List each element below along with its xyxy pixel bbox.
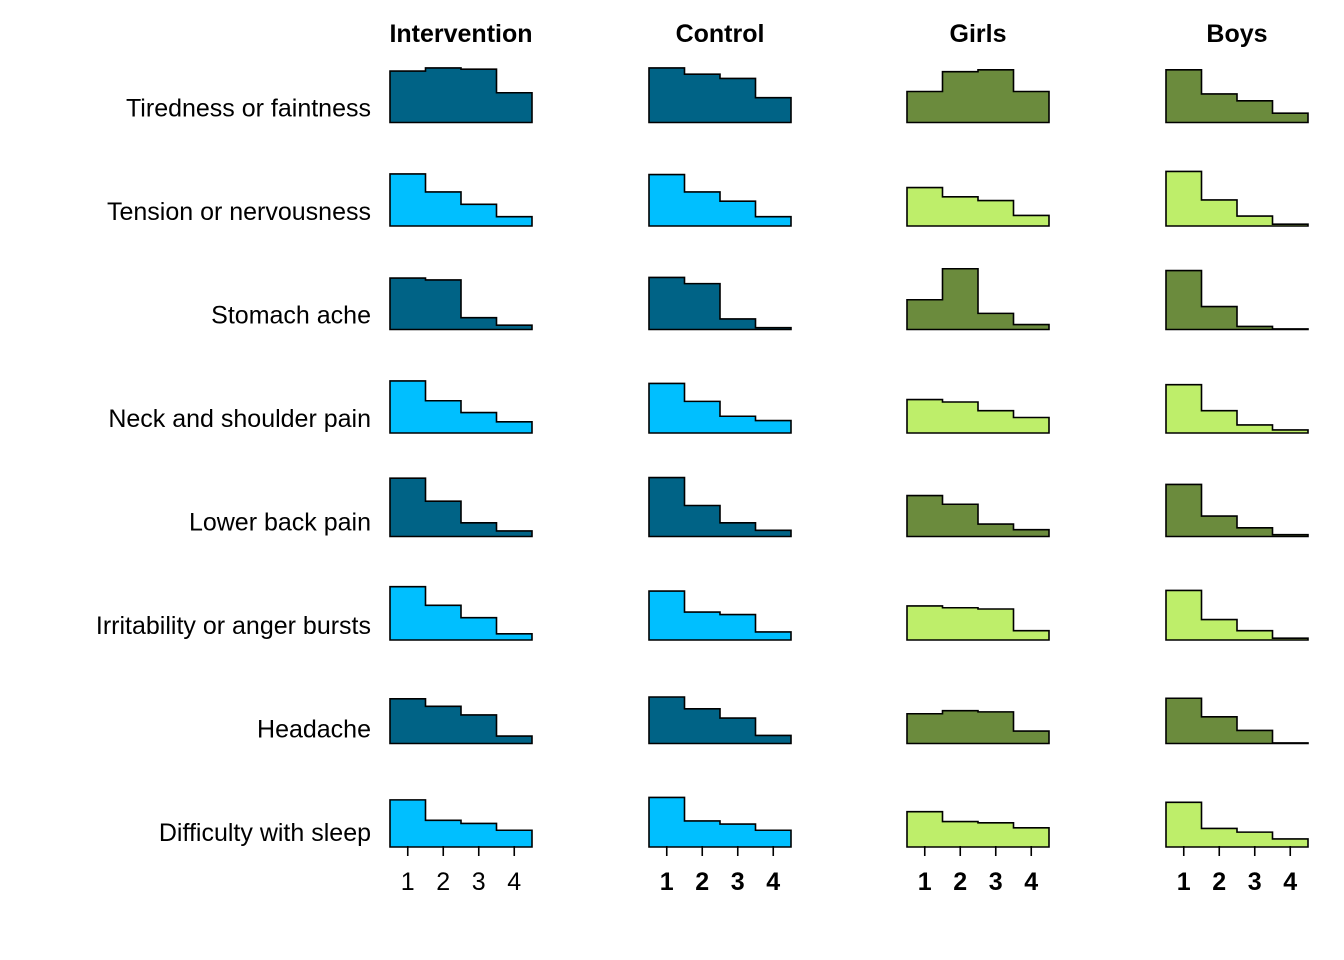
histogram-intervention-8	[389, 799, 533, 848]
x-tick-label: 3	[731, 868, 745, 896]
x-tick-label: 3	[472, 868, 486, 896]
histogram-control-4	[648, 382, 792, 434]
row-label: Tiredness or faintness	[126, 95, 371, 123]
histogram-control-8	[648, 796, 792, 848]
histogram-boys-4	[1165, 383, 1309, 434]
x-tick-label: 2	[953, 868, 967, 896]
histogram-boys-8	[1165, 801, 1309, 848]
row-label: Irritability or anger bursts	[96, 612, 371, 640]
histogram-boys-7	[1165, 697, 1309, 745]
histogram-girls-2	[906, 186, 1050, 227]
histogram-girls-1	[906, 69, 1050, 124]
histogram-girls-8	[906, 810, 1050, 848]
histogram-girls-4	[906, 398, 1050, 434]
histogram-girls-6	[906, 605, 1050, 641]
histogram-control-3	[648, 276, 792, 331]
x-tick-label: 1	[918, 868, 932, 896]
histogram-intervention-1	[389, 67, 533, 124]
histogram-intervention-7	[389, 698, 533, 745]
row-label: Stomach ache	[211, 302, 371, 330]
histogram-boys-2	[1165, 170, 1309, 227]
x-tick-label: 1	[660, 868, 674, 896]
column-title-girls: Girls	[950, 20, 1007, 48]
x-tick-label: 1	[1177, 868, 1191, 896]
histogram-girls-3	[906, 267, 1050, 331]
x-tick-label: 4	[1283, 868, 1297, 896]
row-label: Difficulty with sleep	[159, 819, 371, 847]
x-tick-label: 3	[989, 868, 1003, 896]
column-title-control: Control	[676, 20, 765, 48]
histogram-boys-3	[1165, 269, 1309, 331]
histogram-control-1	[648, 67, 792, 124]
row-label: Lower back pain	[189, 509, 371, 537]
histogram-intervention-4	[389, 380, 533, 434]
x-tick-label: 2	[695, 868, 709, 896]
histogram-girls-5	[906, 494, 1050, 538]
row-label: Headache	[257, 716, 371, 744]
x-tick-label: 4	[1024, 868, 1038, 896]
column-title-boys: Boys	[1206, 20, 1267, 48]
x-tick-label: 4	[766, 868, 780, 896]
histogram-control-5	[648, 476, 792, 538]
x-tick-label: 2	[436, 868, 450, 896]
x-tick-label: 2	[1212, 868, 1226, 896]
histogram-intervention-3	[389, 277, 533, 331]
histogram-girls-7	[906, 709, 1050, 745]
x-tick-label: 4	[507, 868, 521, 896]
x-tick-label: 1	[401, 868, 415, 896]
row-label: Neck and shoulder pain	[108, 405, 371, 433]
histogram-intervention-6	[389, 585, 533, 641]
histogram-intervention-2	[389, 173, 533, 227]
x-tick-label: 3	[1248, 868, 1262, 896]
column-title-intervention: Intervention	[389, 20, 532, 48]
histogram-intervention-5	[389, 477, 533, 538]
histogram-boys-1	[1165, 69, 1309, 124]
histogram-control-6	[648, 590, 792, 641]
histogram-boys-5	[1165, 483, 1309, 538]
histogram-boys-6	[1165, 589, 1309, 641]
row-label: Tension or nervousness	[107, 198, 371, 226]
histogram-control-2	[648, 173, 792, 227]
histogram-control-7	[648, 696, 792, 745]
